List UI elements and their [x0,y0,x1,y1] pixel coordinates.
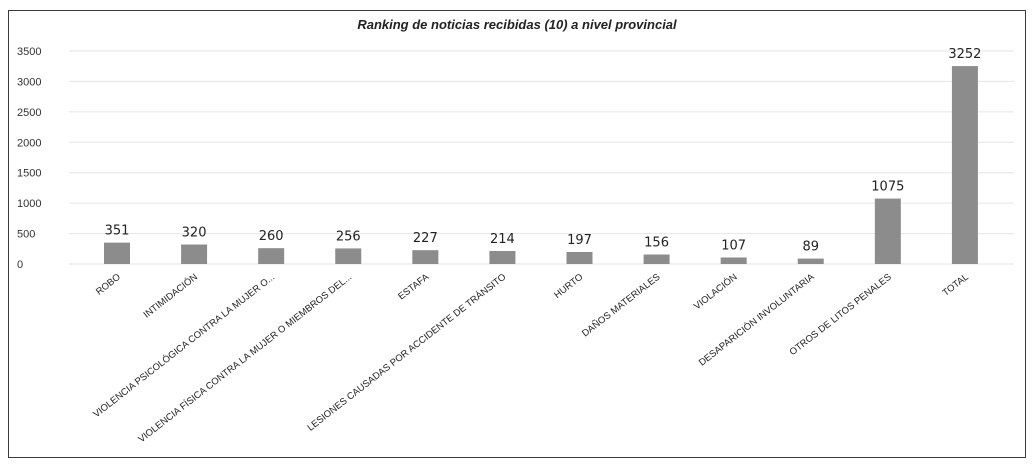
category-label: VIOLENCIA PSICOLÓGICA CONTRA LA MUJER O.… [91,272,277,420]
bar[interactable] [643,254,670,264]
bar[interactable] [412,250,439,264]
category-label: VIOLACIÓN [692,272,740,313]
y-tick-label: 1000 [17,198,41,210]
y-tick-label: 2500 [17,107,41,119]
data-label: 3252 [948,47,981,62]
data-label: 107 [721,238,746,253]
category-label: INTIMIDACIÓN [142,272,200,321]
y-tick-label: 1500 [17,168,41,180]
category-label: ESTAFA [396,271,431,302]
bar-chart: 0 500 1000 1500 2000 2500 3000 3500 351 ROBO 320 IN… [17,46,1014,445]
data-label: 320 [182,226,207,241]
bar[interactable] [951,66,978,264]
data-label: 156 [644,236,669,251]
data-label: 89 [802,240,819,255]
bar[interactable] [258,248,285,264]
bar[interactable] [181,244,208,264]
bar[interactable] [335,248,362,264]
y-tick-label: 500 [17,229,35,241]
bar[interactable] [566,252,593,264]
category-label: TOTAL [941,272,971,299]
chart-frame: Ranking de noticias recibidas (10) a niv… [8,10,1026,458]
y-tick-label: 3000 [17,76,41,88]
bar[interactable] [797,258,824,264]
chart-title: Ranking de noticias recibidas (10) a niv… [357,17,677,32]
category-label: DAÑOS MATERIALES [580,272,662,340]
bar[interactable] [489,250,516,264]
bar[interactable] [720,257,747,264]
category-label: HURTO [552,272,585,301]
data-label: 227 [413,231,438,246]
data-label: 260 [259,229,284,244]
data-label: 197 [567,233,592,248]
bar[interactable] [104,242,130,264]
y-tick-label: 0 [17,259,23,271]
bar[interactable] [874,198,901,264]
data-label: 214 [490,232,515,247]
y-tick-label: 2000 [17,137,41,149]
data-label: 256 [336,229,361,244]
y-tick-label: 3500 [17,46,41,58]
category-label: ROBO [94,272,123,298]
data-label: 351 [105,224,130,239]
data-label: 1075 [871,180,904,195]
